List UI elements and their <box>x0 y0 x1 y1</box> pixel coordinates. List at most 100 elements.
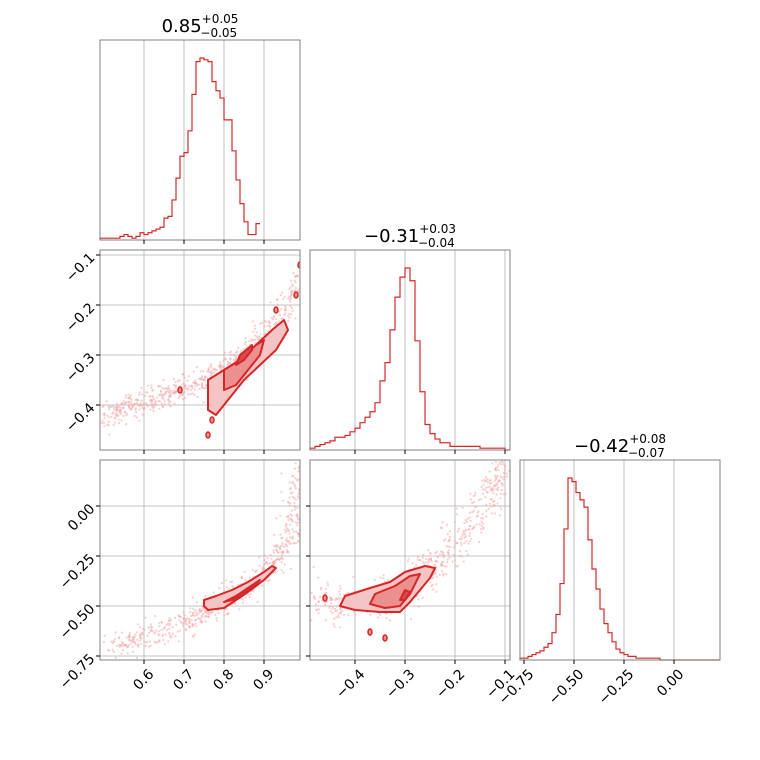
sample-point <box>280 551 283 554</box>
sample-point <box>167 385 170 388</box>
sample-point <box>181 624 184 627</box>
sample-point <box>259 333 262 336</box>
sample-point <box>162 638 165 642</box>
sample-point <box>170 389 173 392</box>
sample-point <box>143 402 146 405</box>
sample-point <box>336 605 339 608</box>
sample-point <box>454 559 457 562</box>
sample-point <box>285 543 288 546</box>
sample-point <box>516 472 518 474</box>
sample-point <box>144 616 147 619</box>
sample-point <box>117 422 121 425</box>
sample-point <box>451 560 454 563</box>
density-panel-2 <box>306 459 518 664</box>
sample-point <box>112 650 115 654</box>
sample-point <box>431 583 434 587</box>
sample-point <box>178 629 181 632</box>
sample-point <box>293 485 297 488</box>
sample-point <box>204 620 207 623</box>
sample-point <box>291 283 294 286</box>
sample-point <box>244 596 247 599</box>
panel-content <box>100 261 300 439</box>
sample-point <box>463 541 466 545</box>
sample-point <box>332 622 335 626</box>
sample-point <box>168 395 171 398</box>
sample-point <box>285 529 288 532</box>
sample-point <box>287 529 291 533</box>
sample-point <box>333 607 337 611</box>
sample-point <box>224 579 228 582</box>
sample-point <box>279 533 282 536</box>
sample-point <box>141 633 144 636</box>
sample-point <box>294 477 297 480</box>
sample-point <box>331 611 334 615</box>
x-tick-label: 0.8 <box>210 666 237 693</box>
sample-point <box>240 349 243 352</box>
sample-point <box>464 519 467 522</box>
sample-point <box>283 308 287 311</box>
sample-point <box>158 407 161 410</box>
sample-point <box>103 634 106 637</box>
sample-point <box>288 481 291 484</box>
sample-point <box>283 563 286 566</box>
sample-point <box>127 638 130 641</box>
sample-point <box>154 400 157 403</box>
sample-point <box>229 362 232 365</box>
sample-point <box>284 306 287 309</box>
sample-point <box>275 545 278 548</box>
sample-point <box>238 608 241 611</box>
sample-point <box>462 532 465 535</box>
sample-point <box>273 323 276 326</box>
sample-point <box>161 387 164 390</box>
sample-point <box>495 488 498 491</box>
sample-point <box>116 644 119 648</box>
sample-point <box>177 614 180 617</box>
sample-point <box>251 320 254 323</box>
sample-point <box>495 493 498 496</box>
sample-point <box>234 359 237 362</box>
sample-point <box>219 364 222 368</box>
sample-point <box>229 350 233 353</box>
sample-point <box>255 569 258 572</box>
sample-point <box>186 379 189 382</box>
sample-point <box>288 316 291 319</box>
sample-point <box>248 595 251 599</box>
sample-point <box>295 530 298 534</box>
sample-point <box>330 602 333 605</box>
sample-point <box>136 398 139 401</box>
sample-point <box>118 636 121 639</box>
sample-point <box>264 554 267 557</box>
sample-point <box>276 303 279 306</box>
sample-point <box>469 492 472 495</box>
sample-point <box>501 484 504 487</box>
title-value: −0.31 <box>364 226 419 247</box>
sample-point <box>207 367 210 370</box>
sample-point <box>103 412 106 415</box>
sample-point <box>167 391 170 394</box>
sample-point <box>134 633 137 636</box>
sample-point <box>225 586 228 589</box>
sample-point <box>189 607 192 610</box>
sample-point <box>196 614 199 617</box>
sample-point <box>145 403 148 406</box>
sample-point <box>287 516 290 519</box>
sample-point <box>199 617 202 620</box>
panel-title-0: 0.85+0.05 −0.05 <box>162 12 239 40</box>
y-tick-label: −0.4 <box>63 400 98 435</box>
sample-point <box>275 517 278 520</box>
sample-point <box>210 366 213 369</box>
sample-point <box>291 528 294 531</box>
sample-point <box>302 477 304 479</box>
sample-point <box>320 588 323 591</box>
sample-point <box>184 629 188 632</box>
sample-point <box>227 612 230 615</box>
sample-point <box>441 521 444 524</box>
sample-point <box>187 375 190 378</box>
sample-point <box>165 628 169 631</box>
sample-point <box>241 577 244 580</box>
sample-point <box>185 617 188 620</box>
sample-point <box>195 601 199 604</box>
sample-point <box>194 614 197 617</box>
sample-point <box>107 420 110 423</box>
sample-point <box>181 398 185 401</box>
